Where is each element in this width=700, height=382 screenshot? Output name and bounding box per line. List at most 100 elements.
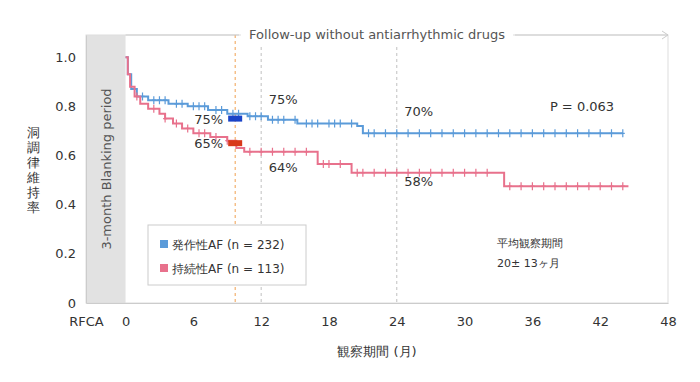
censor-mark bbox=[383, 169, 387, 177]
y-tick: 0 bbox=[68, 296, 86, 311]
censor-mark bbox=[621, 182, 625, 190]
comparison-label: 65% bbox=[194, 136, 223, 151]
censor-mark bbox=[451, 169, 455, 177]
censor-mark bbox=[293, 116, 297, 124]
censor-mark bbox=[135, 92, 139, 100]
header-line bbox=[126, 35, 239, 36]
censor-mark bbox=[440, 169, 444, 177]
x-tick: 24 bbox=[389, 303, 406, 329]
censor-mark bbox=[270, 148, 274, 156]
x-tick: 18 bbox=[321, 303, 338, 329]
y-tick: 0.6 bbox=[55, 148, 86, 163]
censor-mark bbox=[485, 169, 489, 177]
censor-mark bbox=[530, 129, 534, 137]
x-axis: RFCA0612182430364248 bbox=[69, 303, 677, 329]
censor-mark bbox=[174, 100, 178, 108]
censor-mark bbox=[576, 129, 580, 137]
censor-mark bbox=[361, 169, 365, 177]
survival-curve bbox=[126, 57, 629, 186]
censor-mark bbox=[163, 115, 167, 123]
censor-mark bbox=[383, 129, 387, 137]
censor-mark bbox=[508, 129, 512, 137]
y-tick: 1.0 bbox=[55, 50, 86, 65]
header-background bbox=[241, 25, 513, 45]
censor-mark bbox=[186, 124, 190, 132]
plot-area bbox=[126, 57, 629, 190]
p-value: P = 0.063 bbox=[550, 99, 614, 114]
censor-mark bbox=[333, 120, 337, 128]
x-tick: 6 bbox=[190, 303, 198, 329]
y-tick-label: 0.2 bbox=[55, 246, 76, 261]
censor-mark bbox=[609, 182, 613, 190]
comparison-marker bbox=[228, 116, 242, 122]
header: Follow-up without antiarrhythmic drugs bbox=[249, 27, 505, 42]
censor-mark bbox=[542, 182, 546, 190]
censor-mark bbox=[174, 120, 178, 128]
blanking-label: 3-month Blanking period bbox=[99, 88, 114, 249]
header-line bbox=[515, 35, 668, 36]
x-tick: 30 bbox=[457, 303, 474, 329]
legend-swatch bbox=[160, 240, 168, 248]
censor-mark bbox=[327, 120, 331, 128]
chart: 3-month Blanking periodRFCA0612182430364… bbox=[0, 0, 700, 382]
annotation: 58% bbox=[404, 174, 433, 189]
censor-mark bbox=[304, 120, 308, 128]
legend-label: 発作性AF (n = 232) bbox=[172, 238, 284, 252]
censor-mark bbox=[248, 112, 252, 120]
censor-mark bbox=[463, 129, 467, 137]
censor-mark bbox=[321, 160, 325, 168]
censor-mark bbox=[293, 148, 297, 156]
censor-mark bbox=[276, 116, 280, 124]
censor-mark bbox=[553, 182, 557, 190]
censor-mark bbox=[564, 129, 568, 137]
x-tick: 0 bbox=[122, 303, 130, 329]
censor-mark bbox=[152, 96, 156, 104]
censor-mark bbox=[395, 169, 399, 177]
censor-mark bbox=[406, 129, 410, 137]
legend-label: 持続性AF (n = 113) bbox=[172, 262, 284, 276]
y-tick-label: 1.0 bbox=[55, 50, 76, 65]
censor-mark bbox=[598, 129, 602, 137]
censor-mark bbox=[564, 182, 568, 190]
censor-mark bbox=[310, 120, 314, 128]
legend: 発作性AF (n = 232) 持続性AF (n = 113) bbox=[148, 225, 306, 285]
censor-mark bbox=[530, 182, 534, 190]
censor-mark bbox=[417, 129, 421, 137]
censor-mark bbox=[587, 129, 591, 137]
censor-mark bbox=[372, 129, 376, 137]
censor-mark bbox=[338, 160, 342, 168]
censor-mark bbox=[157, 96, 161, 104]
y-tick-label: 0.8 bbox=[55, 99, 76, 114]
annotation: 64% bbox=[269, 160, 298, 175]
censor-mark bbox=[304, 148, 308, 156]
censor-mark bbox=[451, 129, 455, 137]
censor-mark bbox=[191, 102, 195, 110]
x-tick-label: 18 bbox=[321, 314, 338, 329]
censor-mark bbox=[163, 96, 167, 104]
censor-mark bbox=[576, 182, 580, 190]
x-tick: 42 bbox=[592, 303, 609, 329]
censor-mark bbox=[327, 160, 331, 168]
x-tick-label: 6 bbox=[190, 314, 198, 329]
x-tick-label: 48 bbox=[660, 314, 677, 329]
y-tick: 0.4 bbox=[55, 197, 86, 212]
y-axis: 0 0.2 0.4 0.6 0.8 1.0 bbox=[55, 36, 86, 311]
censor-mark bbox=[367, 129, 371, 137]
censor-mark bbox=[316, 120, 320, 128]
censor-mark bbox=[282, 116, 286, 124]
x-tick-label: 0 bbox=[122, 314, 130, 329]
y-tick-label: 0.6 bbox=[55, 148, 76, 163]
censor-mark bbox=[203, 102, 207, 110]
censor-mark bbox=[270, 116, 274, 124]
survival-curve bbox=[126, 57, 623, 133]
censor-mark bbox=[152, 105, 156, 113]
annotation: 75% bbox=[269, 92, 298, 107]
censor-mark bbox=[474, 129, 478, 137]
note: 20± 13ヶ月 bbox=[497, 257, 560, 270]
legend-box bbox=[148, 225, 306, 285]
comparison-label: 75% bbox=[194, 112, 223, 127]
y-tick: 0.8 bbox=[55, 99, 86, 114]
censor-mark bbox=[350, 120, 354, 128]
x-tick: 36 bbox=[525, 303, 542, 329]
censor-mark bbox=[519, 129, 523, 137]
